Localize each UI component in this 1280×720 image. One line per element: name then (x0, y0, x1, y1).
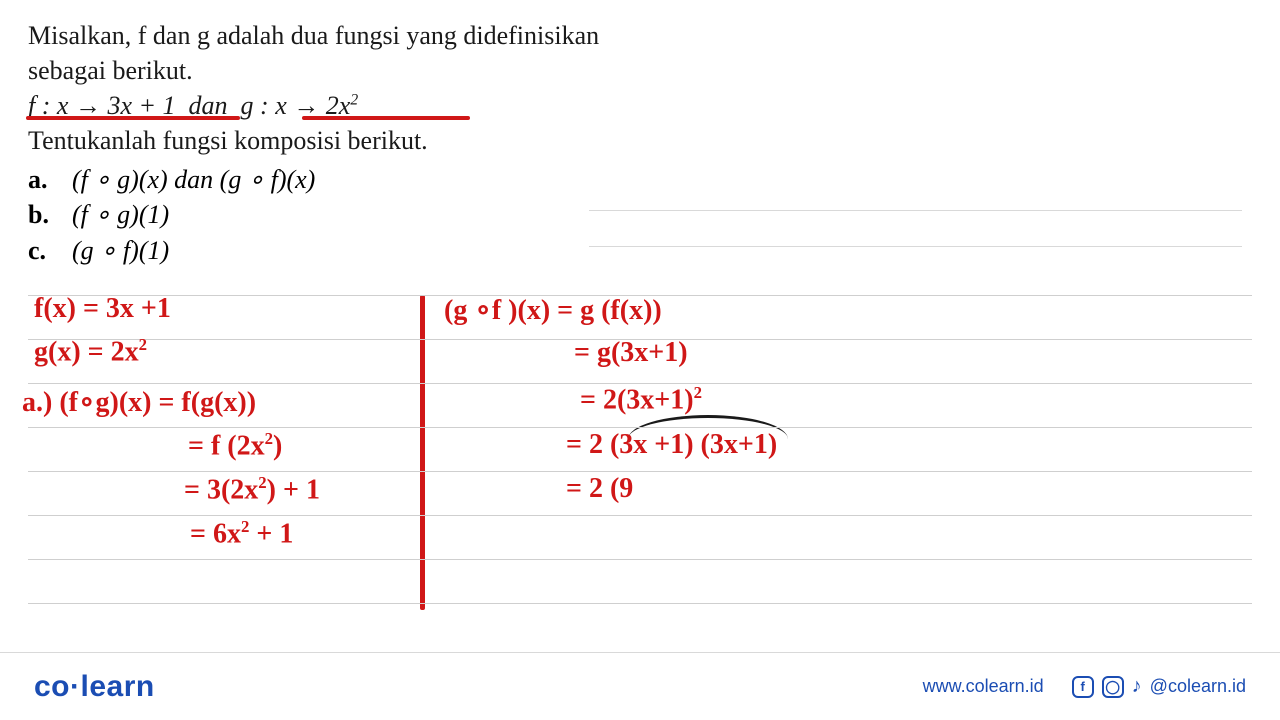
item-label: a. (28, 162, 54, 197)
problem-text: Misalkan, f dan g adalah dua fungsi yang… (28, 18, 1252, 158)
red-underline-1 (26, 116, 240, 120)
item-label: b. (28, 197, 54, 232)
handwritten-math: a.) (f∘g)(x) = f(g(x)) (22, 385, 256, 419)
problem-line2: sebagai berikut. (28, 53, 1252, 88)
red-vertical-divider (420, 295, 425, 610)
ruled-line (28, 559, 1252, 560)
ruled-line (28, 471, 1252, 472)
list-item: b. (f ∘ g)(1) (28, 197, 1252, 232)
handwritten-math: = f (2x2) (188, 429, 282, 462)
handwritten-math: = g(3x+1) (574, 337, 688, 369)
social-icons: f ◯ ♪ @colearn.id (1072, 675, 1246, 698)
logo-part1: co (34, 670, 70, 703)
red-underline-2 (302, 116, 470, 120)
problem-items: a. (f ∘ g)(x) dan (g ∘ f)(x) b. (f ∘ g)(… (28, 162, 1252, 267)
logo-part2: learn (81, 670, 155, 703)
handwritten-math: (g ∘f )(x) = g (f(x)) (444, 293, 662, 327)
handwritten-math: = 6x2 + 1 (190, 517, 293, 550)
item-text: (g ∘ f)(1) (72, 233, 169, 268)
list-item: c. (g ∘ f)(1) (28, 233, 1252, 268)
item-label: c. (28, 233, 54, 268)
tiktok-icon: ♪ (1132, 675, 1142, 698)
footer-right: www.colearn.id f ◯ ♪ @colearn.id (923, 675, 1246, 698)
ruled-line (28, 603, 1252, 604)
handwritten-math: = 2 (9 (566, 473, 633, 505)
problem-line1: Misalkan, f dan g adalah dua fungsi yang… (28, 18, 1252, 53)
faint-rule (589, 210, 1242, 211)
handwritten-math: = 2(3x+1)2 (580, 383, 702, 416)
problem-instruction: Tentukanlah fungsi komposisi berikut. (28, 123, 1252, 158)
brand-logo: co·learn (34, 670, 155, 704)
handwritten-math: f(x) = 3x +1 (34, 293, 171, 325)
instagram-icon: ◯ (1102, 676, 1124, 698)
handwritten-math: = 3(2x2) + 1 (184, 473, 320, 506)
item-text: (f ∘ g)(1) (72, 197, 169, 232)
footer-url: www.colearn.id (923, 676, 1044, 697)
ruled-line (28, 427, 1252, 428)
item-text: (f ∘ g)(x) dan (g ∘ f)(x) (72, 162, 315, 197)
social-handle: @colearn.id (1150, 676, 1246, 697)
handwritten-math: g(x) = 2x2 (34, 335, 147, 368)
list-item: a. (f ∘ g)(x) dan (g ∘ f)(x) (28, 162, 1252, 197)
logo-dot: · (70, 670, 81, 703)
problem-block: Misalkan, f dan g adalah dua fungsi yang… (0, 0, 1280, 268)
handwriting-area: f(x) = 3x +1 g(x) = 2x2 a.) (f∘g)(x) = f(g… (0, 295, 1280, 605)
facebook-icon: f (1072, 676, 1094, 698)
faint-rule (589, 246, 1242, 247)
ruled-line (28, 515, 1252, 516)
footer: co·learn www.colearn.id f ◯ ♪ @colearn.i… (0, 652, 1280, 720)
handwritten-math: = 2 (3x +1) (3x+1) (566, 429, 777, 461)
